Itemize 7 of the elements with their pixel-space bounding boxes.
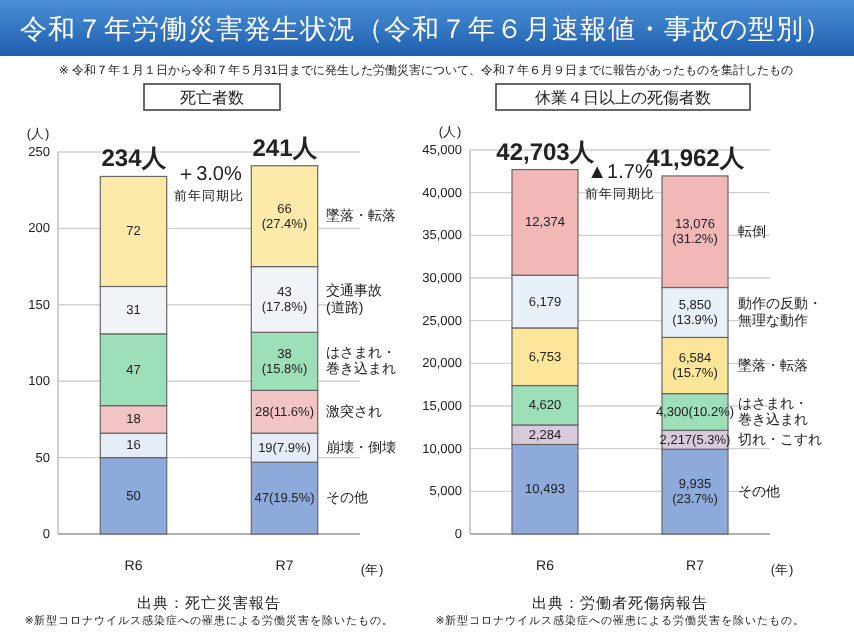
- chart-title: 死亡者数: [180, 88, 244, 106]
- total-label: 241人: [252, 133, 319, 162]
- chart-title: 休業４日以上の死傷者数: [535, 88, 711, 106]
- annotation: ＋3.0%: [176, 163, 243, 185]
- total-label: 42,703人: [496, 137, 596, 166]
- total-label: 234人: [101, 144, 168, 173]
- text: 令和７年労働災害発生状況（令和７年６月速報値・事故の型別）: [20, 13, 832, 43]
